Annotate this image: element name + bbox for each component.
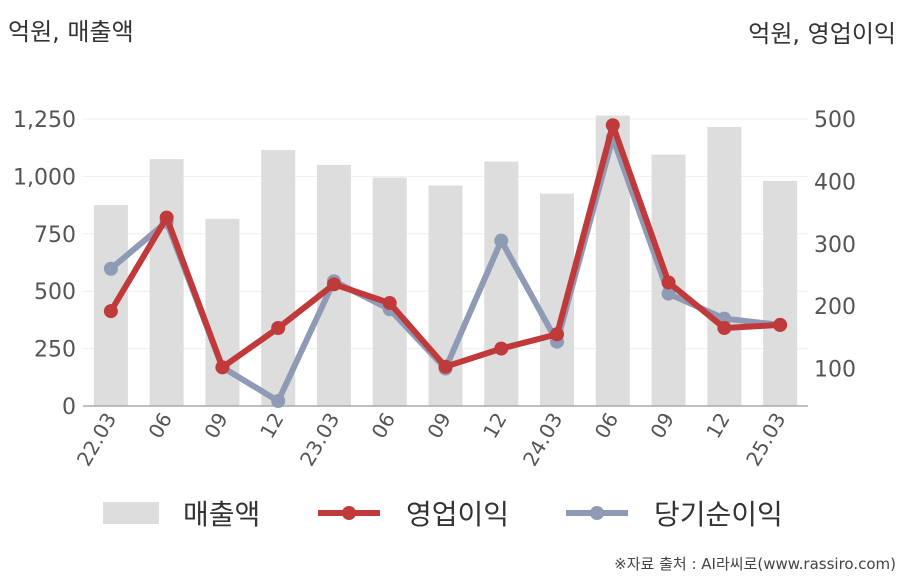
point-영업이익 [773, 317, 788, 332]
point-영업이익 [326, 277, 341, 292]
bar-매출액 [261, 149, 296, 406]
bar-매출액 [149, 159, 184, 406]
point-영업이익 [605, 118, 620, 133]
point-당기순이익 [661, 286, 676, 301]
x-axis-tick-label: 09 [199, 409, 233, 443]
point-당기순이익 [494, 233, 509, 248]
left-axis-tick-label: 1,000 [13, 165, 76, 190]
right-axis-tick-label: 500 [814, 108, 856, 133]
x-axis-tick-label: 12 [255, 409, 289, 443]
x-axis-tick-label: 09 [422, 409, 456, 443]
right-axis-tick-label: 100 [814, 358, 856, 383]
x-axis-tick-label: 25.03 [741, 409, 790, 471]
point-당기순이익 [103, 261, 118, 276]
left-axis-tick-label: 500 [34, 280, 76, 305]
legend-label: 영업이익 [406, 498, 509, 531]
x-axis-tick-label: 24.03 [518, 409, 567, 471]
left-axis-unit: 억원, 매출액 [8, 18, 134, 46]
point-당기순이익 [271, 394, 286, 409]
legend-swatch-bar [103, 502, 159, 524]
point-영업이익 [550, 327, 565, 342]
point-영업이익 [215, 360, 230, 375]
legend-swatch-marker [590, 506, 604, 520]
point-영업이익 [103, 304, 118, 319]
x-axis-tick-label: 22.03 [72, 409, 121, 471]
left-axis-tick-label: 250 [34, 338, 76, 363]
point-영업이익 [494, 341, 509, 356]
point-영업이익 [271, 321, 286, 336]
x-axis-tick-label: 12 [478, 409, 512, 443]
x-axis-tick-label: 12 [701, 409, 735, 443]
point-영업이익 [382, 296, 397, 311]
bar-매출액 [484, 161, 519, 406]
right-axis-tick-label: 200 [814, 295, 856, 320]
point-영업이익 [438, 359, 453, 374]
bar-매출액 [372, 177, 407, 406]
legend-label: 매출액 [183, 498, 260, 531]
legend-item: 매출액 [103, 498, 260, 531]
legend-item: 영업이익 [318, 498, 509, 531]
right-axis-tick-label: 400 [814, 170, 856, 195]
x-axis-tick-label: 06 [367, 409, 401, 443]
left-axis-tick-label: 750 [34, 223, 76, 248]
left-axis-tick-label: 0 [62, 395, 76, 420]
point-영업이익 [717, 321, 732, 336]
source-note: ※자료 출처 : AI라씨로(www.rassiro.com) [614, 555, 896, 573]
legend-item: 당기순이익 [566, 498, 783, 531]
bar-매출액 [707, 127, 742, 406]
legend-label: 당기순이익 [654, 498, 783, 531]
legend-swatch-marker [342, 506, 356, 520]
x-axis-tick-label: 06 [590, 409, 624, 443]
bar-매출액 [763, 180, 798, 406]
point-영업이익 [661, 275, 676, 290]
x-axis-tick-label: 06 [143, 409, 177, 443]
right-axis-unit: 억원, 영업이익 [748, 20, 896, 48]
x-axis-tick-label: 09 [645, 409, 679, 443]
left-axis-tick-label: 1,250 [13, 108, 76, 133]
right-axis-tick-label: 300 [814, 233, 856, 258]
x-axis-tick-label: 23.03 [295, 409, 344, 471]
point-영업이익 [159, 210, 174, 225]
